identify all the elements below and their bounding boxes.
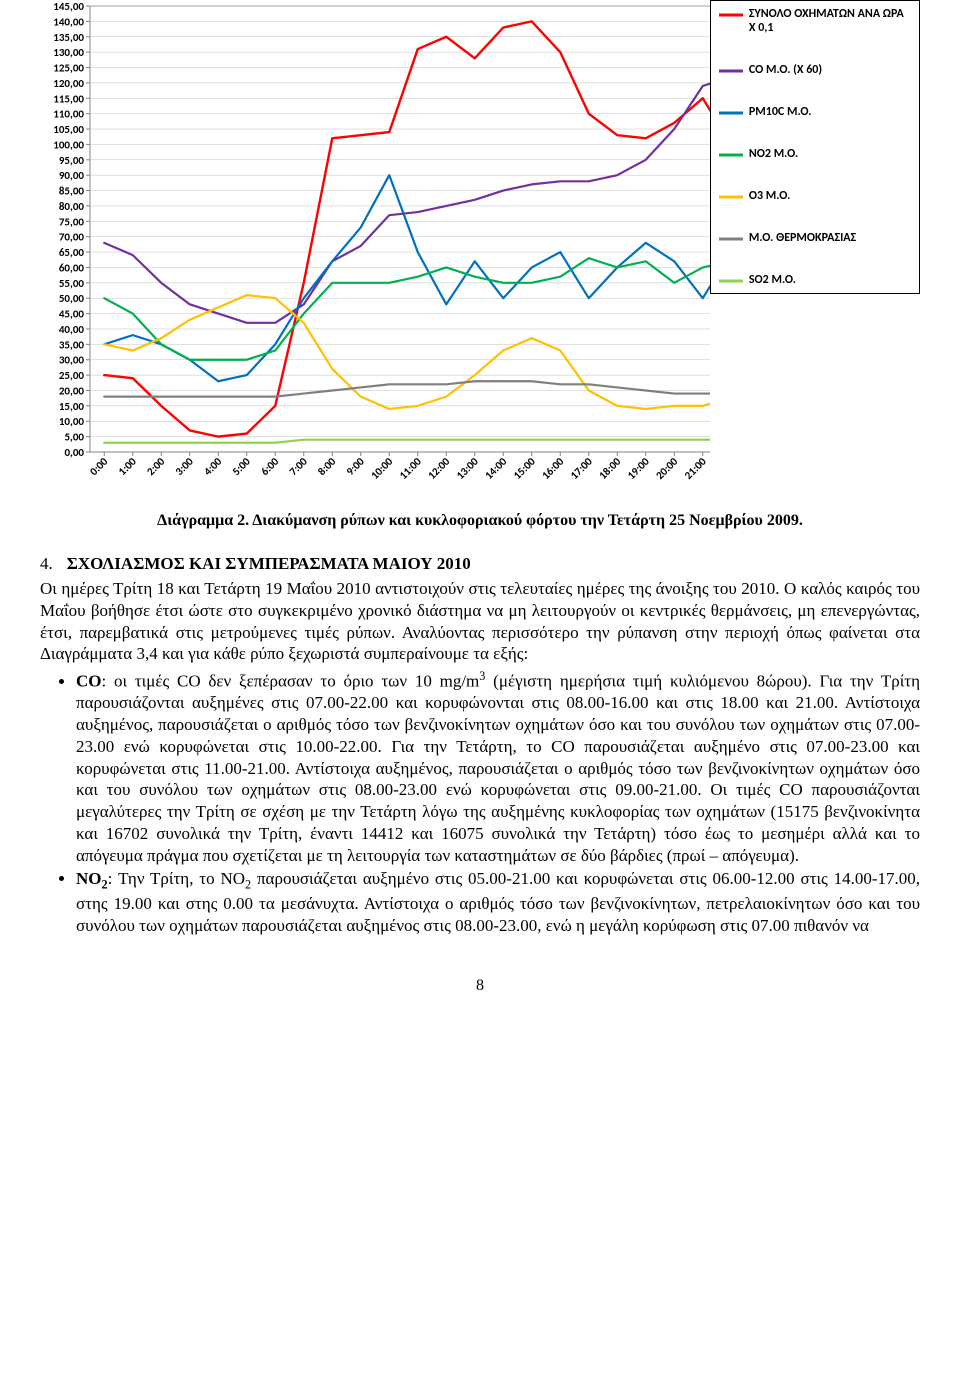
bullet-no2: NO2: Την Τρίτη, το NO2 παρουσιάζεται αυξ… [76,868,920,937]
svg-text:35,00: 35,00 [59,338,85,351]
line-chart: 0,00 5,00 10,00 15,00 20,00 25,00 30,00 35,00 40… [40,0,710,500]
bullet-co: CO: οι τιμές CO δεν ξεπέρασαν το όριο τω… [76,669,920,866]
svg-text:11:00: 11:00 [397,455,424,482]
svg-text:8:00: 8:00 [315,455,338,478]
svg-text:15:00: 15:00 [511,455,538,482]
svg-text:25,00: 25,00 [59,369,85,382]
svg-text:1:00: 1:00 [116,455,139,478]
svg-text:17:00: 17:00 [568,455,595,482]
svg-text:20:00: 20:00 [653,455,680,482]
svg-text:130,00: 130,00 [53,46,84,59]
svg-text:80,00: 80,00 [59,200,85,213]
section-heading: 4. ΣΧΟΛΙΑΣΜΟΣ ΚΑΙ ΣΥΜΠΕΡΑΣΜΑΤΑ ΜΑΙΟΥ 201… [40,554,920,574]
svg-text:70,00: 70,00 [59,231,85,244]
svg-text:85,00: 85,00 [59,185,85,198]
svg-text:90,00: 90,00 [59,169,85,182]
svg-text:0:00: 0:00 [87,455,110,478]
svg-text:4:00: 4:00 [201,455,224,478]
bullet-no2-label: NO [76,869,102,888]
svg-text:21:00: 21:00 [682,455,709,482]
legend-item: PM10C Μ.Ο. [719,105,911,119]
svg-text:10,00: 10,00 [59,415,85,428]
svg-text:9:00: 9:00 [344,455,367,478]
bullet-co-label: CO [76,672,102,691]
svg-text:18:00: 18:00 [596,455,623,482]
bullet-list: CO: οι τιμές CO δεν ξεπέρασαν το όριο τω… [40,669,920,937]
legend-item: ΣΥΝΟΛΟ ΟΧΗΜΑΤΩΝ ΑΝΑ ΩΡΑ Χ 0,1 [719,7,911,35]
svg-text:5:00: 5:00 [230,455,253,478]
legend-item: SO2 Μ.Ο. [719,273,911,287]
chart-caption: Διάγραμμα 2. Διακύμανση ρύπων και κυκλοφ… [40,512,920,530]
legend-item: Μ.Ο. ΘΕΡΜΟΚΡΑΣΙΑΣ [719,231,911,245]
svg-text:30,00: 30,00 [59,354,85,367]
legend-item: O3 Μ.Ο. [719,189,911,203]
chart-container: 0,00 5,00 10,00 15,00 20,00 25,00 30,00 35,00 40… [40,0,920,500]
svg-text:6:00: 6:00 [258,455,281,478]
svg-text:14:00: 14:00 [482,455,509,482]
svg-text:2:00: 2:00 [144,455,167,478]
svg-text:19:00: 19:00 [625,455,652,482]
svg-text:75,00: 75,00 [59,215,85,228]
svg-text:3:00: 3:00 [173,455,196,478]
legend-item: CO Μ.Ο. (Χ 60) [719,63,911,77]
svg-text:40,00: 40,00 [59,323,85,336]
svg-text:135,00: 135,00 [53,31,84,44]
svg-text:10:00: 10:00 [368,455,395,482]
svg-text:100,00: 100,00 [53,138,84,151]
svg-text:60,00: 60,00 [59,261,85,274]
svg-text:12:00: 12:00 [425,455,452,482]
svg-text:95,00: 95,00 [59,154,85,167]
svg-text:145,00: 145,00 [53,0,84,13]
svg-text:0,00: 0,00 [64,446,84,459]
svg-text:115,00: 115,00 [53,92,84,105]
svg-text:13:00: 13:00 [454,455,481,482]
svg-text:50,00: 50,00 [59,292,85,305]
page-number: 8 [40,977,920,995]
svg-text:5,00: 5,00 [64,431,84,444]
svg-text:120,00: 120,00 [53,77,84,90]
svg-text:140,00: 140,00 [53,15,84,28]
svg-text:20,00: 20,00 [59,384,85,397]
legend-item: NO2 Μ.Ο. [719,147,911,161]
chart-legend: ΣΥΝΟΛΟ ΟΧΗΜΑΤΩΝ ΑΝΑ ΩΡΑ Χ 0,1 CO Μ.Ο. (Χ … [710,0,920,294]
intro-paragraph: Οι ημέρες Τρίτη 18 και Τετάρτη 19 Μαΐου … [40,579,920,663]
svg-text:110,00: 110,00 [53,108,84,121]
svg-text:16:00: 16:00 [539,455,566,482]
svg-text:65,00: 65,00 [59,246,85,259]
section-title: ΣΧΟΛΙΑΣΜΟΣ ΚΑΙ ΣΥΜΠΕΡΑΣΜΑΤΑ ΜΑΙΟΥ 2010 [67,554,471,574]
svg-text:125,00: 125,00 [53,62,84,75]
svg-text:7:00: 7:00 [287,455,310,478]
section-body: Οι ημέρες Τρίτη 18 και Τετάρτη 19 Μαΐου … [40,578,920,937]
svg-text:105,00: 105,00 [53,123,84,136]
section-number: 4. [40,554,53,574]
svg-text:15,00: 15,00 [59,400,85,413]
svg-text:55,00: 55,00 [59,277,85,290]
svg-text:45,00: 45,00 [59,308,85,321]
